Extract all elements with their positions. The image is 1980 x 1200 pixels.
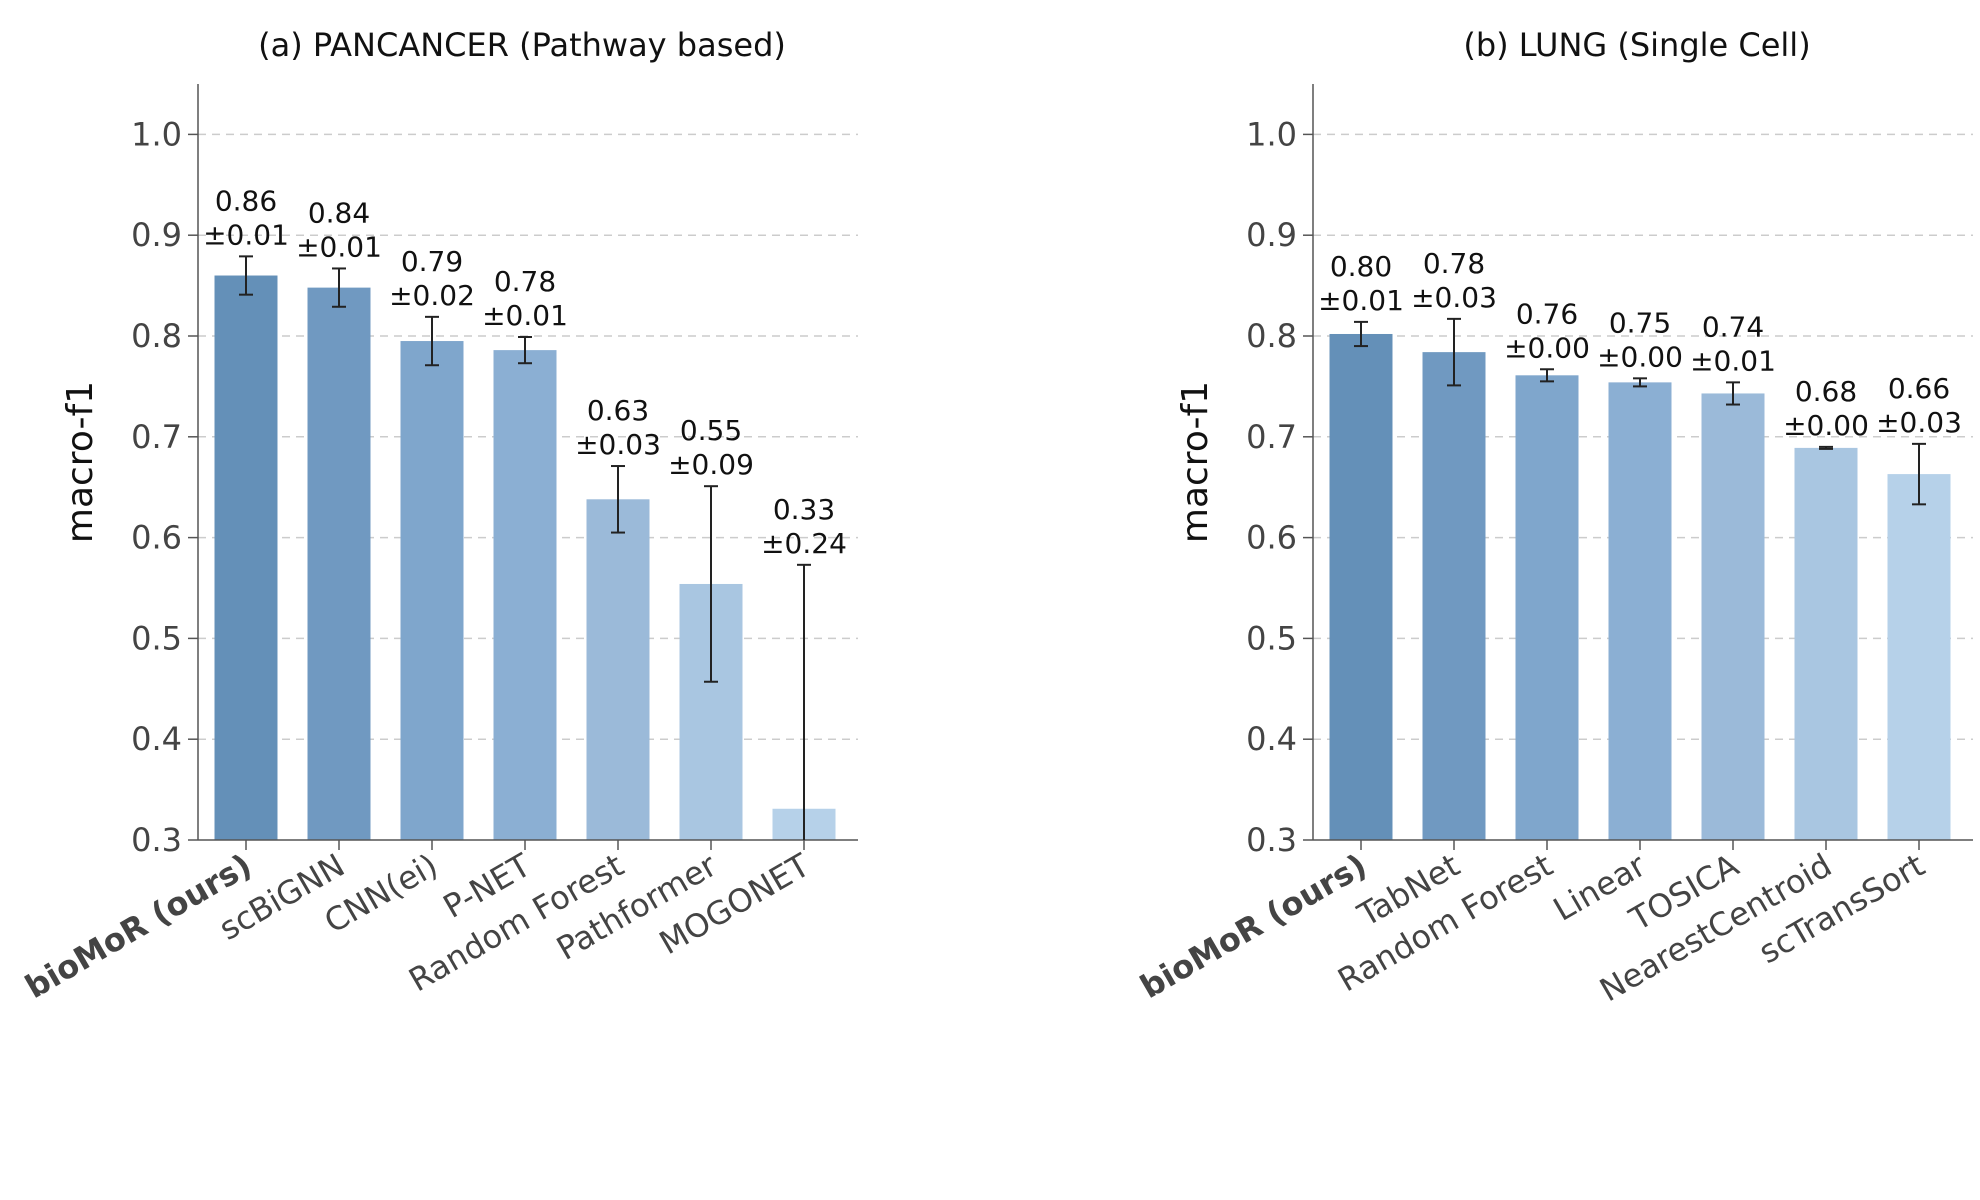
error-label: ±0.24 xyxy=(761,527,847,560)
bar xyxy=(1515,375,1579,840)
bar xyxy=(586,499,650,840)
value-label: 0.76 xyxy=(1516,297,1578,330)
y-tick-label: 0.3 xyxy=(131,821,182,859)
error-label: ±0.01 xyxy=(296,230,382,263)
error-label: ±0.02 xyxy=(389,279,475,312)
bar xyxy=(1608,382,1672,840)
chart-panel-2: 0.30.40.50.60.70.80.91.00.80±0.01bioMoR … xyxy=(1134,26,1973,1009)
bar xyxy=(1701,393,1765,840)
bar xyxy=(493,350,557,840)
y-tick-label: 0.8 xyxy=(1246,317,1297,355)
y-tick-label: 0.6 xyxy=(131,519,182,557)
value-label: 0.78 xyxy=(1423,247,1485,280)
error-label: ±0.09 xyxy=(668,448,754,481)
x-tick-label: bioMoR (ours) xyxy=(1134,846,1373,1006)
value-label: 0.74 xyxy=(1702,310,1764,343)
bar xyxy=(1887,474,1951,840)
error-label: ±0.01 xyxy=(1318,284,1404,317)
y-tick-label: 0.5 xyxy=(131,619,182,657)
value-label: 0.68 xyxy=(1795,375,1857,408)
y-tick-label: 0.4 xyxy=(131,720,182,758)
y-tick-label: 0.7 xyxy=(131,418,182,456)
bar xyxy=(1794,447,1858,840)
value-label: 0.78 xyxy=(494,265,556,298)
error-label: ±0.00 xyxy=(1597,340,1683,373)
value-label: 0.79 xyxy=(401,245,463,278)
value-label: 0.66 xyxy=(1888,372,1950,405)
bar xyxy=(400,341,464,840)
chart-panel-1: 0.30.40.50.60.70.80.91.00.86±0.01bioMoR … xyxy=(19,26,858,1006)
error-label: ±0.00 xyxy=(1783,409,1869,442)
bar xyxy=(307,287,371,841)
value-label: 0.33 xyxy=(773,493,835,526)
value-label: 0.55 xyxy=(680,414,742,447)
y-tick-label: 0.8 xyxy=(131,317,182,355)
y-tick-label: 0.7 xyxy=(1246,418,1297,456)
value-label: 0.86 xyxy=(215,184,277,217)
value-label: 0.80 xyxy=(1330,250,1392,283)
y-tick-label: 0.3 xyxy=(1246,821,1297,859)
y-tick-label: 0.4 xyxy=(1246,720,1297,758)
error-label: ±0.01 xyxy=(203,218,289,251)
value-label: 0.75 xyxy=(1609,306,1671,339)
value-label: 0.84 xyxy=(308,196,370,229)
y-tick-label: 0.9 xyxy=(131,216,182,254)
error-label: ±0.01 xyxy=(1690,344,1776,377)
bar xyxy=(1329,333,1393,840)
y-tick-label: 0.9 xyxy=(1246,216,1297,254)
value-label: 0.63 xyxy=(587,394,649,427)
y-axis-label: macro-f1 xyxy=(60,381,101,543)
error-label: ±0.03 xyxy=(575,428,661,461)
error-label: ±0.03 xyxy=(1411,281,1497,314)
error-label: ±0.00 xyxy=(1504,331,1590,364)
bar xyxy=(214,275,278,840)
y-tick-label: 1.0 xyxy=(1246,115,1297,153)
error-label: ±0.03 xyxy=(1876,406,1962,439)
y-tick-label: 1.0 xyxy=(131,115,182,153)
y-tick-label: 0.6 xyxy=(1246,519,1297,557)
chart-title: (a) PANCANCER (Pathway based) xyxy=(258,26,786,64)
chart-title: (b) LUNG (Single Cell) xyxy=(1463,26,1810,64)
error-label: ±0.01 xyxy=(482,299,568,332)
bar xyxy=(1422,352,1486,840)
y-tick-label: 0.5 xyxy=(1246,619,1297,657)
y-axis-label: macro-f1 xyxy=(1175,381,1216,543)
